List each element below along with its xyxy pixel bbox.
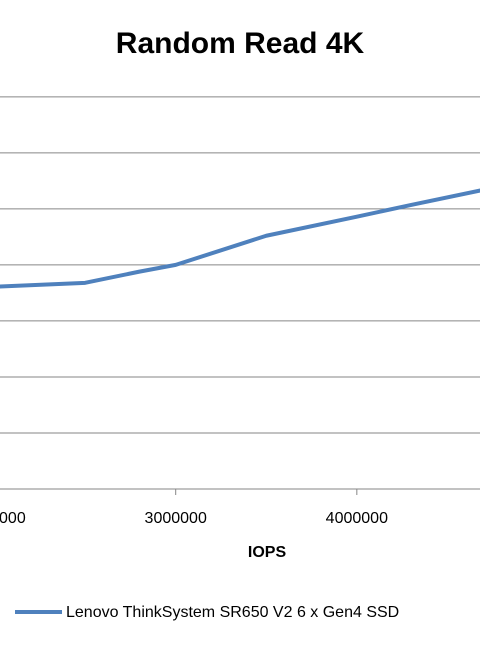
x-tick-label: 3000000 — [145, 510, 207, 527]
x-tick-label: 2000000 — [0, 510, 26, 527]
x-tick-label: 4000000 — [326, 510, 388, 527]
x-axis-title: IOPS — [248, 544, 287, 561]
chart-title: Random Read 4K — [116, 27, 365, 60]
data-line — [0, 188, 480, 289]
legend-label: Lenovo ThinkSystem SR650 V2 6 x Gen4 SSD — [66, 604, 399, 621]
